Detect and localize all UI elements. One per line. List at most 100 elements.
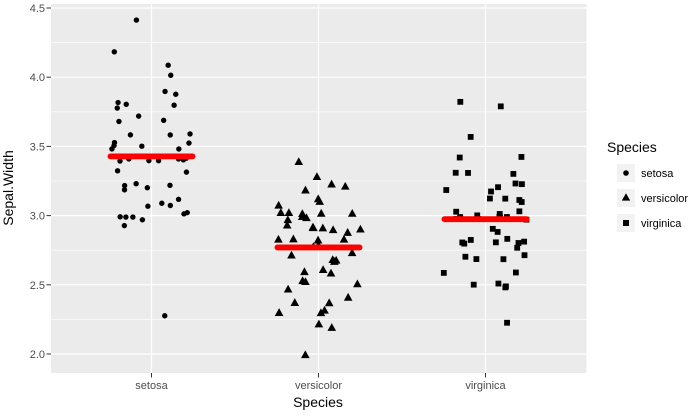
y-tick-label: 2.5 <box>30 280 45 292</box>
data-point-versicolor <box>301 185 310 194</box>
data-point-versicolor <box>284 208 294 217</box>
legend-title: Species <box>607 139 657 155</box>
data-point-versicolor <box>289 234 298 243</box>
x-axis-title: Species <box>293 394 343 410</box>
data-point-versicolor <box>276 208 286 216</box>
data-point-versicolor <box>347 248 357 257</box>
circle-icon <box>623 170 629 176</box>
data-point-setosa <box>123 101 129 107</box>
data-point-virginica <box>494 229 501 235</box>
data-point-setosa <box>116 118 122 125</box>
data-point-virginica <box>518 154 525 160</box>
legend-label-setosa: setosa <box>641 168 674 180</box>
data-point-versicolor <box>301 350 310 359</box>
legend-item-virginica: virginica <box>617 214 682 232</box>
legend-item-setosa: setosa <box>617 164 674 182</box>
data-point-setosa <box>167 202 174 209</box>
data-point-virginica <box>440 269 447 276</box>
data-point-setosa <box>121 222 128 229</box>
y-tick-label: 3.0 <box>30 211 45 223</box>
y-tick-label: 2.0 <box>30 349 45 361</box>
data-point-virginica <box>495 280 502 287</box>
data-point-versicolor <box>316 208 326 217</box>
mean-bars-layer <box>107 153 530 251</box>
data-point-setosa <box>117 158 123 164</box>
data-point-setosa <box>144 185 151 191</box>
data-point-setosa <box>146 157 152 164</box>
data-point-setosa <box>115 99 121 106</box>
data-point-virginica <box>467 237 474 243</box>
data-point-setosa <box>121 182 128 189</box>
data-point-virginica <box>519 181 525 188</box>
data-point-virginica <box>492 239 499 246</box>
data-point-versicolor <box>327 179 336 188</box>
data-point-versicolor <box>274 308 284 316</box>
data-point-setosa <box>130 214 136 220</box>
x-tick-label: virginica <box>465 380 506 392</box>
data-point-versicolor <box>318 223 328 232</box>
data-point-virginica <box>465 170 471 176</box>
data-point-versicolor <box>298 276 307 285</box>
data-point-virginica <box>495 184 501 191</box>
data-point-versicolor <box>316 308 326 317</box>
data-point-versicolor <box>313 194 323 203</box>
data-point-versicolor <box>283 284 293 293</box>
data-point-versicolor <box>327 323 337 331</box>
data-point-virginica <box>474 212 481 219</box>
axis-tick-labels: 2.0 2.5 3.0 3.5 4.0 4.5 setosa versicolor virgin… <box>30 3 507 392</box>
mean-bar-versicolor <box>274 244 363 251</box>
data-point-virginica <box>488 188 494 195</box>
data-point-setosa <box>127 132 134 138</box>
data-point-virginica <box>516 208 523 215</box>
data-point-versicolor <box>318 265 328 274</box>
data-point-virginica <box>487 195 493 202</box>
data-point-setosa <box>114 105 120 111</box>
data-point-virginica <box>518 199 525 205</box>
data-point-setosa <box>121 187 128 193</box>
data-point-setosa <box>171 102 177 108</box>
data-point-versicolor <box>274 234 283 243</box>
data-point-setosa <box>167 182 173 189</box>
data-point-setosa <box>111 49 117 55</box>
data-point-virginica <box>521 238 528 245</box>
data-point-virginica <box>456 154 463 161</box>
data-points-layer <box>109 17 530 359</box>
data-point-setosa <box>162 88 168 95</box>
y-tick-label: 4.5 <box>30 3 45 15</box>
data-point-setosa <box>139 143 145 149</box>
data-point-virginica <box>497 103 504 110</box>
data-point-virginica <box>473 256 480 262</box>
data-point-virginica <box>512 269 519 276</box>
data-point-setosa <box>162 313 168 319</box>
data-point-setosa <box>145 203 151 209</box>
data-point-virginica <box>500 256 507 263</box>
mean-bar-setosa <box>107 153 196 160</box>
data-point-setosa <box>165 62 171 68</box>
data-point-versicolor <box>339 234 349 243</box>
square-icon <box>623 220 629 226</box>
legend: Species setosa versicolor virginica <box>607 139 688 232</box>
data-point-virginica <box>462 253 469 260</box>
data-point-virginica <box>453 208 460 215</box>
data-point-versicolor <box>356 224 365 233</box>
data-point-versicolor <box>326 268 336 277</box>
data-point-versicolor <box>290 298 300 306</box>
data-point-setosa <box>159 200 165 206</box>
data-point-versicolor <box>283 215 293 224</box>
data-point-virginica <box>452 169 459 176</box>
data-point-virginica <box>504 319 510 326</box>
data-point-versicolor <box>328 225 338 234</box>
mean-bar-virginica <box>441 216 530 223</box>
data-point-setosa <box>160 117 167 124</box>
data-point-versicolor <box>282 220 292 229</box>
data-point-virginica <box>470 281 477 288</box>
data-point-versicolor <box>294 157 304 166</box>
data-point-versicolor <box>308 222 318 231</box>
data-point-setosa <box>186 140 192 146</box>
data-point-versicolor <box>297 212 307 221</box>
data-point-virginica <box>514 244 521 251</box>
data-point-versicolor <box>343 228 352 236</box>
data-point-setosa <box>133 181 139 187</box>
data-point-versicolor <box>312 172 322 180</box>
